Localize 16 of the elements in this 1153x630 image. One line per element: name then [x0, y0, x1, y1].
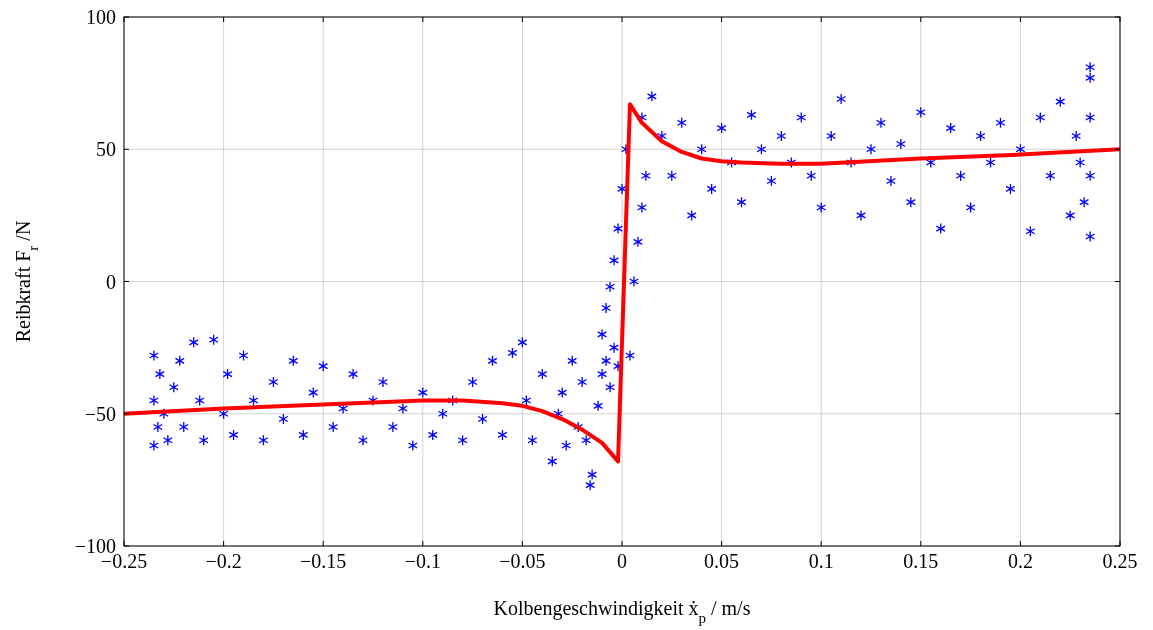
x-tick-label: 0.05 — [704, 550, 740, 572]
y-tick-label: −50 — [84, 402, 116, 425]
x-axis-title: Kolbengeschwindigkeit ẋ$_{p}$ / m/s — [493, 597, 751, 626]
x-tick-label: −0.05 — [499, 550, 546, 572]
x-tick-label: 0.1 — [808, 550, 834, 572]
x-tick-label: −0.2 — [205, 550, 242, 572]
x-tick-label: 0.15 — [903, 550, 939, 572]
line-series — [124, 102, 1120, 464]
x-tick-label: 0.2 — [1007, 550, 1033, 572]
x-tick-label: 0.25 — [1102, 550, 1138, 572]
x-tick-label: −0.15 — [300, 550, 347, 572]
y-tick-label: 100 — [86, 6, 116, 28]
x-tick-label: −0.1 — [404, 550, 441, 572]
y-tick-label: 0 — [106, 270, 116, 293]
x-tick-label: 0 — [617, 550, 627, 572]
y-tick-label: 50 — [96, 138, 116, 161]
